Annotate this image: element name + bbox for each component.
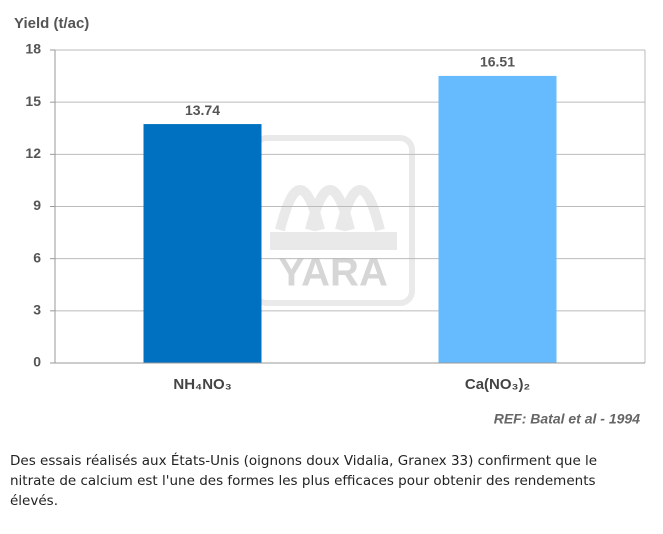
- data-label: 16.51: [480, 54, 515, 70]
- y-tick-label: 3: [33, 302, 41, 318]
- annotation: REF: Batal et al - 1994: [494, 411, 640, 427]
- bar: [438, 75, 557, 363]
- watermark-logo: [252, 135, 415, 306]
- watermark: YARA: [278, 251, 388, 295]
- x-tick-label: NH₄NO₃: [173, 376, 231, 393]
- y-tick-label: 6: [33, 249, 41, 265]
- caption: Des essais réalisés aux États-Unis (oign…: [10, 453, 598, 509]
- y-axis-label: Yield (t/ac): [14, 15, 89, 32]
- y-tick-label: 15: [25, 93, 41, 109]
- x-tick-label: Ca(NO₃)₂: [465, 376, 530, 393]
- data-label: 13.74: [185, 102, 220, 118]
- y-tick-label: 12: [25, 145, 41, 161]
- y-tick-label: 0: [33, 354, 41, 370]
- y-tick-label: 18: [25, 41, 41, 57]
- bar: [143, 124, 262, 364]
- y-tick-label: 9: [33, 197, 41, 213]
- chart: YARA Yield (t/ac) REF: Batal et al - 199…: [14, 15, 646, 427]
